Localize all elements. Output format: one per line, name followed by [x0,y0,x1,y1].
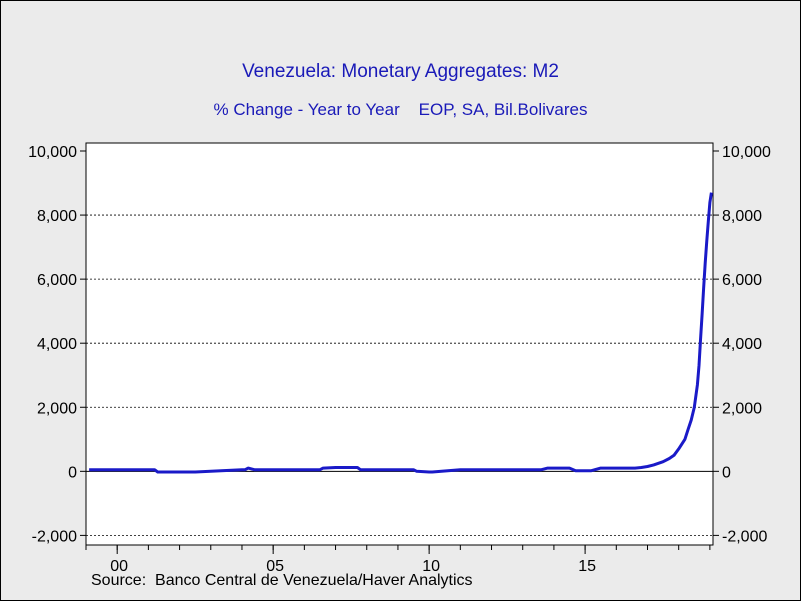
y-tick-label-left: -2,000 [32,528,77,545]
series-line [89,192,713,474]
y-tick-label-right: 2,000 [722,400,762,417]
y-tick-label-right: -2,000 [722,528,767,545]
y-tick-label-left: 10,000 [28,144,77,161]
y-tick-label-right: 8,000 [722,208,762,225]
series-layer [89,192,713,474]
y-tick-label-right: 0 [722,464,731,481]
chart-subtitle: % Change - Year to Year EOP, SA, Bil.Bol… [213,100,588,119]
source-note: Source: Banco Central de Venezuela/Haver… [91,572,473,589]
gridlines [86,214,713,536]
y-tick-label-right: 6,000 [722,272,762,289]
y-tick-label-right: 4,000 [722,336,762,353]
y-tick-label-right: 10,000 [722,144,771,161]
y-tick-label-left: 6,000 [37,272,77,289]
y-tick-label-left: 8,000 [37,208,77,225]
chart-title: Venezuela: Monetary Aggregates: M2 [242,61,559,82]
plot-background [85,142,714,546]
x-tick-label: 00 [110,558,128,575]
y-tick-label-left: 2,000 [37,400,77,417]
plot-area [85,142,714,546]
x-tick-label: 10 [422,558,440,575]
y-tick-label-left: 4,000 [37,336,77,353]
axes [80,150,719,554]
y-tick-label-left: 0 [68,464,77,481]
x-tick-label: 05 [266,558,284,575]
x-tick-label: 15 [578,558,596,575]
